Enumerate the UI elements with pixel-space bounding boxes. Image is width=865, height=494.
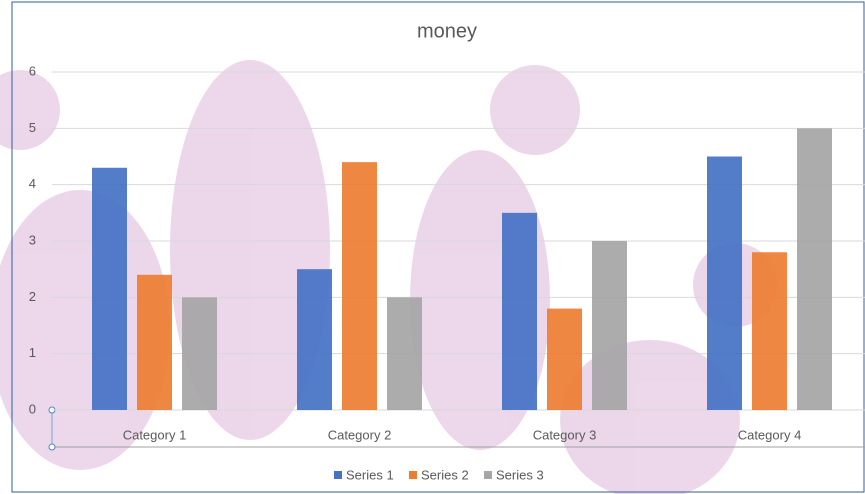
legend-label: Series 2 [421, 467, 469, 482]
legend-swatch [484, 471, 492, 479]
y-tick-label: 5 [29, 120, 36, 135]
bar [342, 162, 377, 410]
legend-label: Series 1 [346, 467, 394, 482]
bar [707, 157, 742, 411]
bar [502, 213, 537, 410]
bar [752, 252, 787, 410]
bar [547, 309, 582, 410]
x-tick-label: Category 2 [328, 427, 392, 442]
bar [297, 269, 332, 410]
x-tick-label: Category 1 [123, 427, 187, 442]
bar [797, 128, 832, 410]
selection-handle [49, 444, 55, 450]
legend-label: Series 3 [496, 467, 544, 482]
y-tick-label: 6 [29, 63, 36, 78]
y-tick-label: 0 [29, 401, 36, 416]
legend-swatch [409, 471, 417, 479]
bar [592, 241, 627, 410]
y-tick-label: 4 [29, 176, 36, 191]
bar [92, 168, 127, 410]
y-tick-label: 2 [29, 289, 36, 304]
legend-swatch [334, 471, 342, 479]
chart: money 0 1 2 3 4 5 6 Category 1 Category 2 Categor… [0, 0, 865, 494]
bar [182, 297, 217, 410]
y-tick-label: 1 [29, 345, 36, 360]
bar [387, 297, 422, 410]
x-tick-label: Category 3 [533, 427, 597, 442]
chart-title: money [417, 20, 477, 42]
y-tick-label: 3 [29, 232, 36, 247]
x-tick-label: Category 4 [738, 427, 802, 442]
bar [137, 275, 172, 410]
